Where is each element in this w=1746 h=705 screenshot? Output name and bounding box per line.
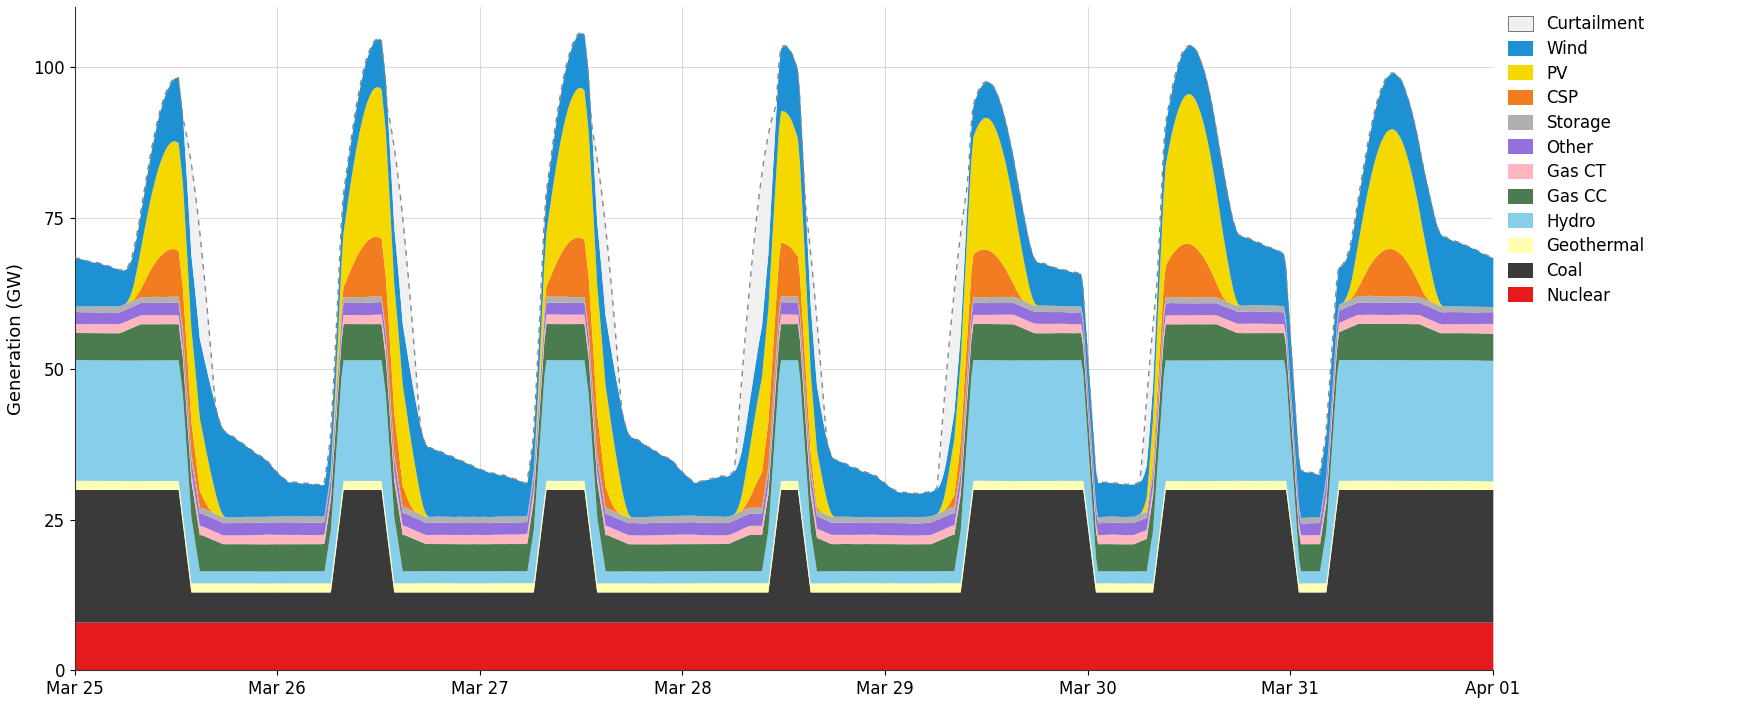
Y-axis label: Generation (GW): Generation (GW): [7, 263, 24, 415]
Legend: Curtailment, Wind, PV, CSP, Storage, Other, Gas CT, Gas CC, Hydro, Geothermal, C: Curtailment, Wind, PV, CSP, Storage, Oth…: [1509, 16, 1645, 305]
